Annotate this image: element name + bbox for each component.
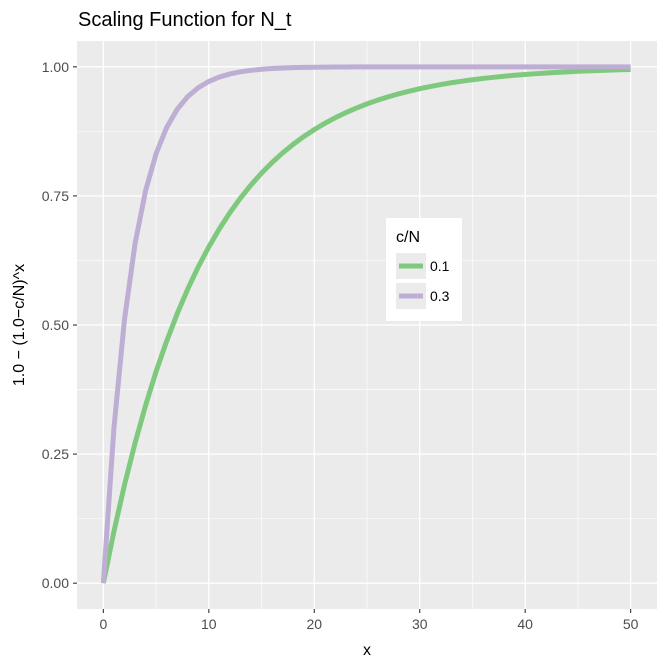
x-tick-label: 20: [306, 616, 322, 632]
legend-title: c/N: [396, 229, 420, 246]
x-tick-label: 0: [99, 616, 107, 632]
x-axis: 0 10 20 30 40 50: [99, 609, 639, 632]
series-line-0.3: [100, 64, 631, 584]
x-tick-label: 40: [517, 616, 533, 632]
y-axis-title: 1.0 − (1.0−c/N)^x: [11, 264, 28, 386]
series-line-0.1: [100, 67, 631, 584]
x-axis-title: x: [363, 642, 371, 659]
x-tick-label: 50: [623, 616, 639, 632]
chart-title: Scaling Function for N_t: [78, 9, 292, 31]
y-axis: 0.00 0.25 0.50 0.75 1.00: [42, 59, 77, 591]
x-tick-label: 30: [412, 616, 428, 632]
y-tick-label: 0.00: [42, 575, 69, 591]
legend-label: 0.1: [430, 258, 450, 274]
y-tick-label: 0.50: [42, 317, 69, 333]
series-lines: [100, 64, 631, 584]
legend: c/N 0.1 0.3: [386, 218, 462, 321]
y-tick-label: 1.00: [42, 59, 69, 75]
y-tick-label: 0.25: [42, 446, 69, 462]
y-tick-label: 0.75: [42, 188, 69, 204]
legend-label: 0.3: [430, 288, 450, 304]
x-tick-label: 10: [201, 616, 217, 632]
